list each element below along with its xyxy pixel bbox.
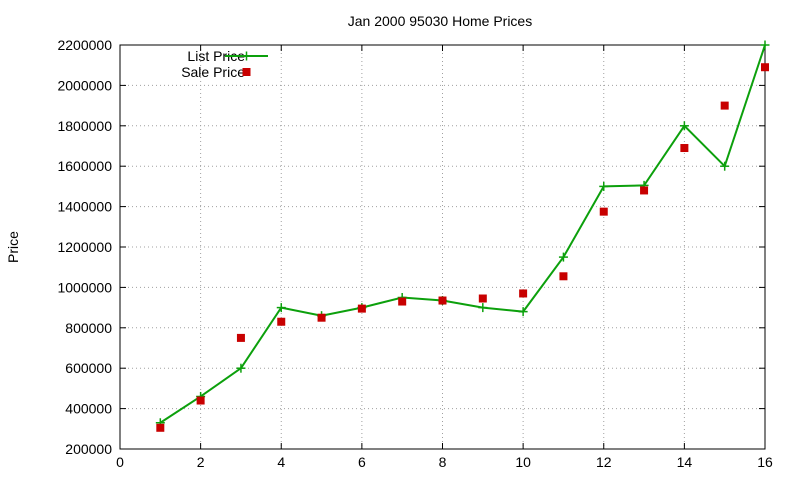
x-tick-label: 8 — [439, 454, 447, 470]
axis-ticks: 0 2 4 6 8 10 12 14 16 200000 400000 600000 800000 100… — [57, 37, 773, 470]
grid — [120, 45, 765, 449]
sale-price-point — [761, 63, 769, 72]
list-price-point — [518, 307, 528, 317]
list-price-point — [478, 303, 488, 313]
y-tick-label: 600000 — [65, 360, 112, 376]
x-tick-label: 4 — [277, 454, 285, 470]
sale-price-point — [317, 313, 326, 322]
legend-square-marker — [242, 68, 251, 76]
legend-label: Sale Price — [181, 64, 245, 80]
y-tick-label: 1200000 — [57, 239, 112, 255]
sale-price-point — [478, 294, 487, 303]
sale-price-point — [357, 304, 366, 313]
sale-price-point — [519, 289, 528, 298]
y-tick-label: 400000 — [65, 401, 112, 417]
sale-price-point — [559, 272, 568, 281]
sale-price-point — [720, 101, 729, 110]
y-tick-label: 1800000 — [57, 118, 112, 134]
y-axis-label: Price — [5, 231, 21, 263]
list-price-point — [276, 303, 286, 313]
x-tick-label: 2 — [197, 454, 205, 470]
x-tick-label: 16 — [757, 454, 773, 470]
list-price-point — [236, 363, 246, 373]
y-tick-label: 1600000 — [57, 158, 112, 174]
sale-price-point — [680, 144, 689, 153]
series-layer — [155, 40, 770, 432]
y-tick-label: 800000 — [65, 320, 112, 336]
list-price-point — [679, 121, 689, 131]
x-tick-label: 6 — [358, 454, 366, 470]
legend-cross-marker — [242, 51, 251, 61]
series-sale-price — [156, 63, 769, 432]
sale-price-point — [196, 396, 205, 405]
chart-title: Jan 2000 95030 Home Prices — [348, 13, 532, 29]
x-tick-label: 14 — [677, 454, 693, 470]
x-tick-label: 12 — [596, 454, 612, 470]
sale-price-point — [640, 186, 649, 195]
sale-price-point — [156, 423, 165, 432]
x-tick-label: 10 — [515, 454, 531, 470]
sale-price-point — [438, 296, 447, 305]
legend-label: List Price — [187, 48, 245, 64]
list-price-point — [720, 161, 730, 171]
list-price-point — [558, 252, 568, 262]
sale-price-point — [599, 207, 608, 216]
list-price-line — [159, 44, 766, 424]
sale-price-point — [277, 317, 286, 326]
list-price-point — [760, 40, 770, 50]
y-tick-label: 1000000 — [57, 279, 112, 295]
y-tick-label: 2000000 — [57, 77, 112, 93]
y-tick-label: 2200000 — [57, 37, 112, 53]
y-tick-label: 200000 — [65, 441, 112, 457]
x-tick-label: 0 — [116, 454, 124, 470]
list-price-point — [599, 181, 609, 191]
sale-price-point — [398, 297, 407, 306]
y-tick-label: 1400000 — [57, 199, 112, 215]
sale-price-point — [236, 333, 245, 342]
series-list-price — [155, 40, 770, 428]
